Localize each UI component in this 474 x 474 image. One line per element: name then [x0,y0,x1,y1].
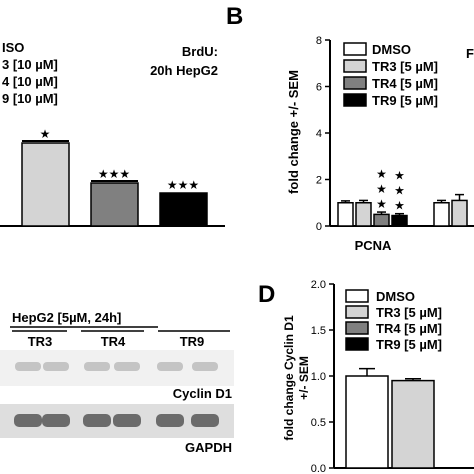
gapdh-band [42,414,70,427]
panel-a: ISO 3 [10 µM] 4 [10 µM] 9 [10 µM] BrdU: … [0,40,225,227]
panel-b-y-tick-label: 2 [316,175,322,187]
panel-d-y-tick-label: 2.0 [311,279,326,291]
panel-d-y-tick-label: 1.5 [311,325,326,337]
panel-b-bar-1-p2 [451,199,468,227]
gapdh-band [113,414,141,427]
panel-c: HepG2 [5µM, 24h] TR3 TR4 TR9 Cyclin D1 G… [0,310,234,455]
panel-d-legend-label: TR4 [5 µM] [376,321,442,336]
panel-d-bar-0 [345,375,389,469]
panel-d-y-label-line1: fold change Cyclin D1 [282,315,296,441]
cyclin-d1-label: Cyclin D1 [173,386,232,401]
panel-a-cell-label: 20h HepG2 [150,63,218,78]
panel-b-significance-star: ★ [376,197,387,211]
panel-b-y-tick-label: 0 [316,221,322,233]
panel-b-legend-swatch [343,59,367,73]
panel-d: D fold change Cyclin D1 +/- SEM 0.0 0.5 1.… [258,279,474,474]
panel-d-y-tick-label: 0.0 [311,463,326,474]
gapdh-bands [14,414,219,427]
panel-b-legend: DMSO TR3 [5 µM] TR4 [5 µM] TR9 [5 µM] [343,42,438,108]
panel-d-legend-swatch [345,289,369,303]
cyclin-d1-band [192,362,218,371]
cyclin-d1-band [15,362,41,371]
panel-a-legend-4: 9 [10 µM] [2,91,58,106]
panel-a-stars-tr9: ★★★ [167,178,199,192]
panel-b-significance-star: ★ [376,182,387,196]
panel-b-bar-0-p2 [433,202,450,227]
panel-b-legend-label: TR3 [5 µM] [372,59,438,74]
panel-b-significance-star: ★ [394,169,405,183]
panel-a-stars-tr3: ★ [40,127,51,141]
panel-a-stars-tr4: ★★★ [98,167,130,181]
lane-label-tr4: TR4 [101,334,126,349]
panel-b-letter: B [226,3,243,30]
panel-a-legend-3: 4 [10 µM] [2,74,58,89]
panel-b-y-tick-label: 4 [316,128,322,140]
lane-label-tr3: TR3 [28,334,53,349]
panel-d-legend-swatch [345,305,369,319]
panel-a-legend-1: ISO [2,40,24,55]
panel-b-bar-2-PCNA [373,213,390,227]
panel-b-y-label: fold change +/- SEM [286,70,301,194]
gapdh-band [191,414,219,427]
cyclin-d1-band [157,362,183,371]
panel-b-bars: ★★★★★★PCNAp2 [337,167,468,253]
panel-b-bar-0-PCNA [337,202,354,227]
cyclin-d1-band [43,362,69,371]
panel-b-y-tick-label: 6 [316,82,322,94]
gapdh-band [14,414,42,427]
panel-b-bar-1-PCNA [355,202,372,227]
panel-d-axis: 0.0 0.5 1.0 1.5 2.0 [311,279,474,474]
panel-a-bar-tr9 [159,192,208,227]
panel-b-significance-star: ★ [394,199,405,213]
panel-b-corner-fragment: F [466,46,474,61]
panel-d-legend-swatch [345,337,369,351]
cyclin-d1-band [114,362,140,371]
panel-d-legend-label: TR3 [5 µM] [376,305,442,320]
gapdh-label: GAPDH [185,440,232,455]
blot-header: HepG2 [5µM, 24h] [12,310,121,325]
panel-d-bar-1 [391,379,435,469]
panel-b-significance-star: ★ [376,167,387,181]
cyclin-d1-bands [15,362,218,371]
panel-a-bar-tr4 [90,182,139,227]
panel-d-bars [345,367,435,469]
panel-b-legend-label: TR4 [5 µM] [372,76,438,91]
panel-d-legend-label: DMSO [376,289,415,304]
panel-b-category-label: PCNA [355,238,392,253]
panel-d-y-tick-label: 1.0 [311,371,326,383]
panel-a-legend-2: 3 [10 µM] [2,57,58,72]
panel-a-bar-tr3 [21,142,70,227]
panel-d-y-label-line2: +/- SEM [297,356,311,400]
panel-d-legend-label: TR9 [5 µM] [376,337,442,352]
cyclin-d1-band [84,362,110,371]
panel-b-legend-swatch [343,76,367,90]
panel-b-legend-swatch [343,93,367,107]
panel-b-bar-3-PCNA [391,214,408,227]
panel-b-legend-swatch [343,42,367,56]
panel-b-y-tick-label: 8 [316,35,322,47]
lane-label-tr9: TR9 [180,334,205,349]
panel-b-legend-label: DMSO [372,42,411,57]
panel-b-significance-star: ★ [394,184,405,198]
panel-d-legend-swatch [345,321,369,335]
panel-d-y-tick-label: 0.5 [311,417,326,429]
panel-d-y-label: fold change Cyclin D1 +/- SEM [282,315,311,441]
panel-d-letter: D [258,281,275,308]
gapdh-band [156,414,184,427]
panel-b-legend-label: TR9 [5 µM] [372,93,438,108]
panel-a-assay-label: BrdU: [182,44,218,59]
gapdh-band [83,414,111,427]
